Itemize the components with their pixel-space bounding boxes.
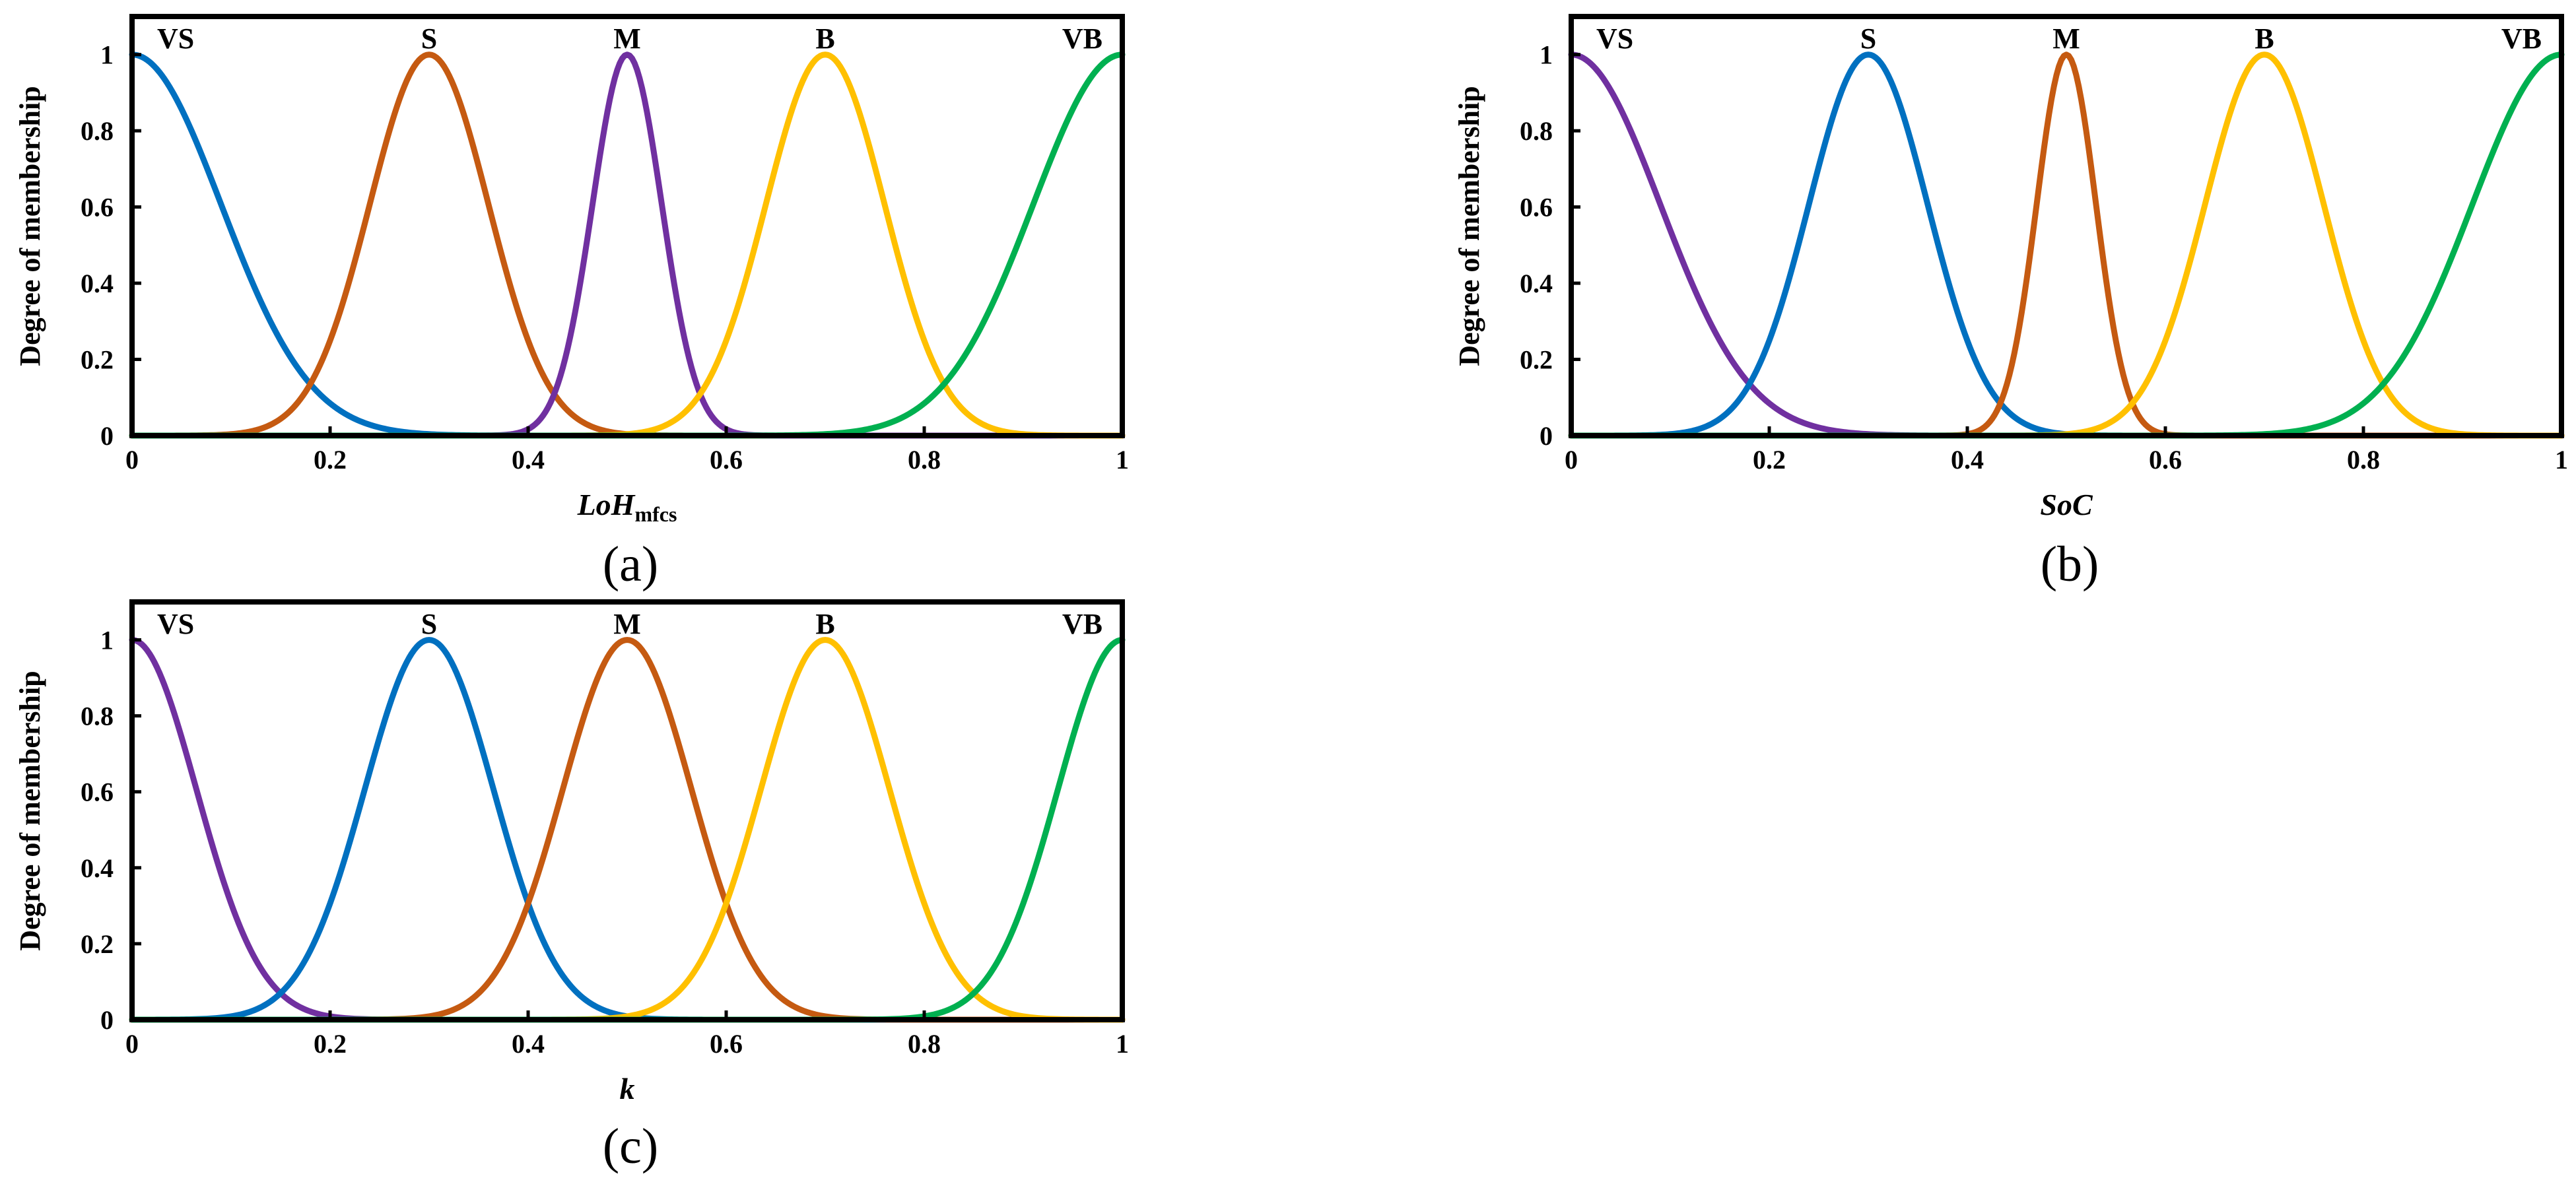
plot-frame <box>129 14 1125 438</box>
y-tick-label: 0.6 <box>1520 193 1553 222</box>
x-tick-label: 1 <box>1116 1029 1129 1059</box>
y-tick-label: 1 <box>100 40 114 70</box>
y-tick-label: 0 <box>100 1005 114 1035</box>
series-line-b <box>129 637 1126 1023</box>
x-axis-label: LoHmfcs <box>577 488 677 526</box>
x-tick-label: 0.2 <box>1753 445 1786 475</box>
series-label-vs: VS <box>1596 22 1633 55</box>
y-axis-label: Degree of membership <box>1453 86 1485 366</box>
plot-frame <box>129 599 1125 1022</box>
chart-b: 0 0.2 0.4 0.6 0.8 1 0 0.2 0.4 0.6 0.8 1 Degree of me… <box>1453 14 2568 592</box>
y-tick-label: 0.6 <box>81 777 114 807</box>
series-line-vb <box>129 51 1126 439</box>
y-tick-label: 0 <box>100 421 114 451</box>
chart-c: 0 0.2 0.4 0.6 0.8 1 0 0.2 0.4 0.6 0.8 1 Degree of me… <box>14 599 1129 1174</box>
series-line-m <box>129 637 1126 1023</box>
series-line-vb <box>129 637 1126 1023</box>
series-line-m <box>1568 51 2565 439</box>
y-tick-label: 0.2 <box>81 929 114 959</box>
x-tick-label: 0.8 <box>2347 445 2380 475</box>
x-tick-label: 0.4 <box>1951 445 1984 475</box>
series-label-m: M <box>613 22 641 55</box>
series-line-b <box>129 51 1126 439</box>
series-label-b: B <box>2254 22 2274 55</box>
series-line-b <box>1568 51 2565 439</box>
series-label-vb: VB <box>1062 22 1102 55</box>
series-label-s: S <box>421 608 437 640</box>
x-tick-label: 0.6 <box>710 445 743 475</box>
series-line-s <box>129 637 1126 1023</box>
y-axis-label: Degree of membership <box>14 86 46 366</box>
series-line-s <box>1568 51 2565 439</box>
series-line-m <box>129 51 1126 439</box>
y-tick-label: 0.6 <box>81 193 114 222</box>
x-tick-label: 0.4 <box>512 1029 545 1059</box>
x-tick-label: 0.4 <box>512 445 545 475</box>
chart-a: 0 0.2 0.4 0.6 0.8 1 0 0.2 0.4 0.6 0.8 1 Degree of me… <box>14 14 1129 592</box>
x-tick-label: 0.2 <box>314 445 347 475</box>
x-tick-label: 0.8 <box>908 445 941 475</box>
x-axis-label: k <box>620 1072 635 1105</box>
series-label-vs: VS <box>157 22 194 55</box>
series-line-vs <box>129 637 1126 1023</box>
series-label-s: S <box>1860 22 1876 55</box>
y-tick-label: 0.8 <box>1520 116 1553 146</box>
y-tick-label: 0.4 <box>81 269 114 298</box>
series-label-vb: VB <box>1062 608 1102 640</box>
y-tick-label: 0 <box>1540 421 1553 451</box>
y-tick-label: 0.4 <box>1520 269 1553 298</box>
x-tick-label: 0.6 <box>710 1029 743 1059</box>
series-label-b: B <box>815 22 834 55</box>
panel-label: (b) <box>2041 537 2099 592</box>
plot-frame <box>1569 14 2564 438</box>
x-tick-label: 0.2 <box>314 1029 347 1059</box>
series-line-s <box>129 51 1126 439</box>
y-tick-label: 1 <box>100 626 114 655</box>
x-tick-label: 0 <box>1565 445 1578 475</box>
x-tick-label: 1 <box>2555 445 2568 475</box>
x-tick-label: 0.6 <box>2149 445 2182 475</box>
series-line-vs <box>129 51 1126 439</box>
y-tick-label: 0.4 <box>81 853 114 883</box>
x-tick-label: 0 <box>125 1029 139 1059</box>
x-tick-label: 0 <box>125 445 139 475</box>
series-label-m: M <box>2052 22 2080 55</box>
y-axis-label: Degree of membership <box>14 671 46 950</box>
y-tick-label: 1 <box>1540 40 1553 70</box>
series-line-vs <box>1568 51 2565 439</box>
x-tick-label: 1 <box>1116 445 1129 475</box>
x-tick-label: 0.8 <box>908 1029 941 1059</box>
series-label-b: B <box>815 608 834 640</box>
y-tick-label: 0.8 <box>81 116 114 146</box>
series-label-s: S <box>421 22 437 55</box>
panel-label: (a) <box>603 537 658 592</box>
series-line-vb <box>1568 51 2565 439</box>
y-tick-label: 0.2 <box>81 345 114 375</box>
panel-label: (c) <box>603 1119 658 1174</box>
x-axis-label: SoC <box>2040 488 2093 521</box>
series-label-vs: VS <box>157 608 194 640</box>
y-tick-label: 0.8 <box>81 702 114 731</box>
y-tick-label: 0.2 <box>1520 345 1553 375</box>
series-label-m: M <box>613 608 641 640</box>
series-label-vb: VB <box>2501 22 2542 55</box>
